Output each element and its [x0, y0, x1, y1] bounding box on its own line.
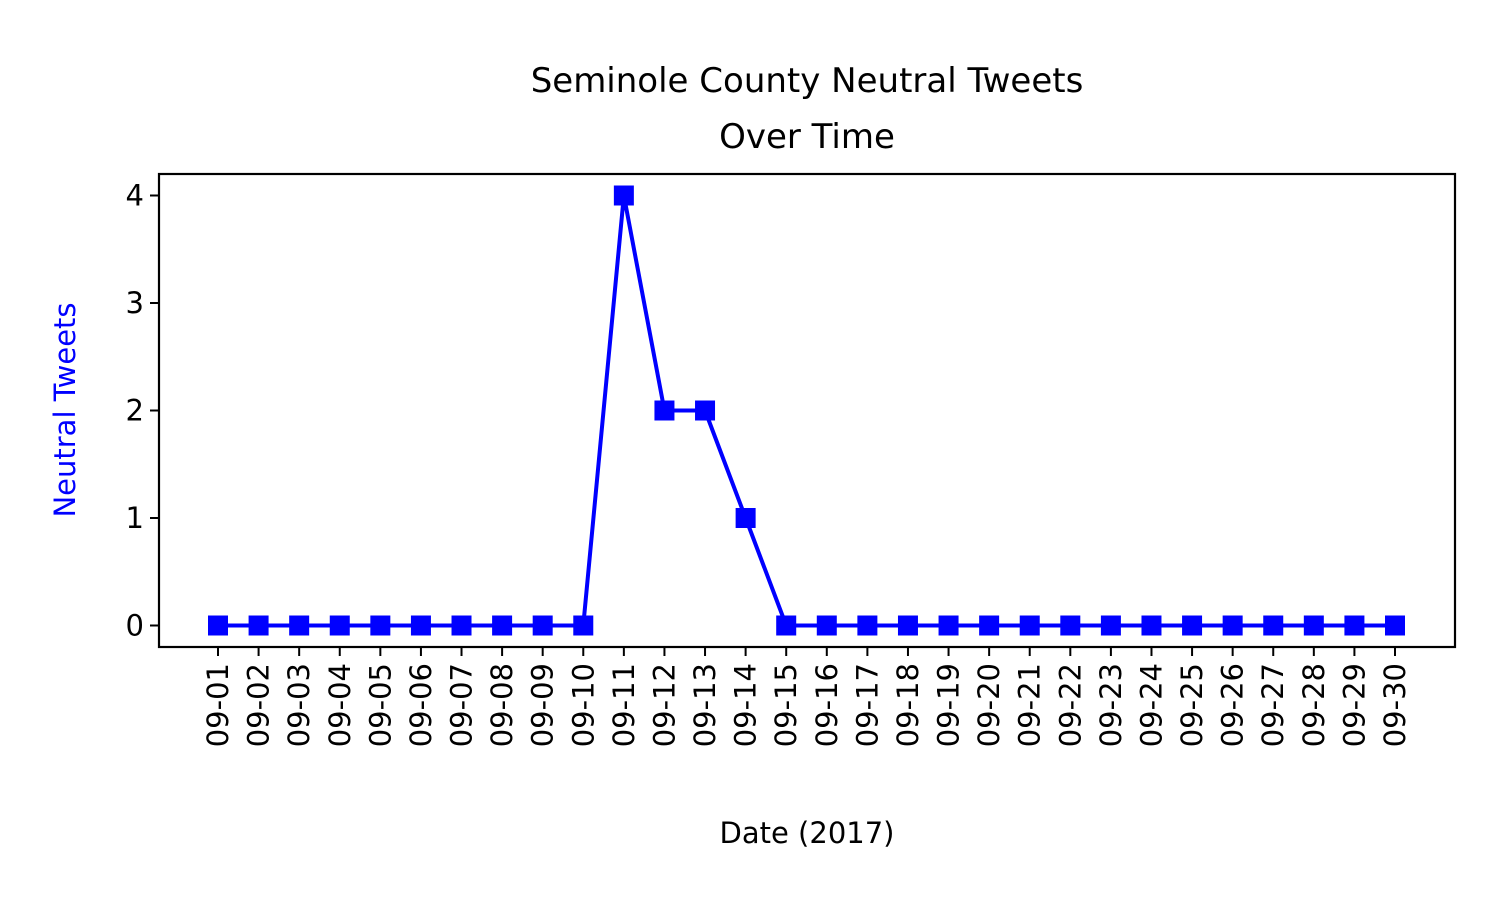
x-tick-label: 09-17	[850, 663, 884, 747]
x-tick-label: 09-11	[607, 663, 641, 747]
x-tick-label: 09-13	[688, 663, 722, 747]
x-tick-label: 09-05	[363, 663, 397, 747]
x-tick-label: 09-28	[1297, 663, 1331, 747]
axes-frame	[157, 172, 1457, 649]
x-tick-label: 09-04	[323, 663, 357, 747]
x-tick-label: 09-30	[1378, 663, 1412, 747]
data-point	[735, 508, 756, 528]
x-tick-label: 09-08	[485, 663, 519, 747]
y-tick-label: 1	[126, 501, 144, 535]
data-point	[532, 615, 553, 636]
data-point	[695, 400, 716, 421]
data-point	[1303, 615, 1324, 636]
chart-title-line2: Over Time	[719, 117, 895, 157]
data-point	[857, 615, 878, 636]
x-tick-label: 09-19	[932, 663, 966, 747]
x-tick-label: 09-27	[1256, 663, 1290, 747]
data-point	[329, 615, 350, 636]
x-tick-label: 09-21	[1013, 663, 1047, 747]
x-tick-label: 09-03	[282, 663, 316, 747]
x-tick-label: 09-01	[201, 663, 235, 747]
x-tick-label: 09-12	[647, 663, 681, 747]
data-point	[289, 615, 310, 636]
data-point	[1222, 615, 1243, 636]
x-axis: 09-01 09-02 09-03 09-04 09-05 09-06 09-07 09-08…	[201, 647, 1412, 747]
data-point	[1344, 615, 1365, 636]
data-point	[1385, 615, 1405, 636]
series-line	[218, 193, 1395, 628]
data-point	[1019, 615, 1040, 636]
data-point	[492, 615, 513, 636]
data-point	[654, 400, 675, 421]
x-tick-label: 09-10	[566, 663, 600, 747]
x-tick-label: 09-02	[242, 663, 276, 747]
x-tick-label: 09-06	[404, 663, 438, 747]
data-point	[1060, 615, 1081, 636]
data-point	[248, 615, 269, 636]
data-point	[1141, 615, 1162, 636]
data-point	[451, 615, 472, 636]
data-point	[897, 615, 918, 636]
x-tick-label: 09-07	[445, 663, 479, 747]
x-tick-label: 09-29	[1337, 663, 1371, 747]
x-axis-label: Date (2017)	[720, 816, 895, 850]
data-point	[410, 615, 431, 636]
y-axis: 0 1 2 3 4	[126, 179, 159, 643]
data-point	[208, 615, 228, 636]
data-point	[573, 615, 594, 636]
plot-area	[208, 185, 1405, 636]
chart-title-line1: Seminole County Neutral Tweets	[531, 61, 1084, 101]
data-point	[776, 615, 797, 636]
x-tick-label: 09-20	[972, 663, 1006, 747]
data-point	[816, 615, 837, 636]
data-point	[938, 615, 959, 636]
x-tick-label: 09-23	[1094, 663, 1128, 747]
y-tick-label: 0	[126, 609, 144, 643]
x-tick-label: 09-25	[1175, 663, 1209, 747]
y-tick-label: 4	[126, 179, 144, 213]
data-point	[370, 615, 391, 636]
data-point	[613, 185, 634, 206]
x-tick-label: 09-18	[891, 663, 925, 747]
y-axis-label: Neutral Tweets	[48, 302, 82, 517]
x-tick-label: 09-14	[729, 663, 763, 747]
data-point	[979, 615, 1000, 636]
x-tick-label: 09-22	[1053, 663, 1087, 747]
x-tick-label: 09-15	[769, 663, 803, 747]
data-point	[1100, 615, 1121, 636]
y-tick-label: 2	[126, 394, 144, 428]
x-tick-label: 09-09	[526, 663, 560, 747]
y-tick-label: 3	[126, 286, 144, 320]
data-point	[1182, 615, 1203, 636]
data-point	[1263, 615, 1284, 636]
x-tick-label: 09-16	[810, 663, 844, 747]
x-tick-label: 09-24	[1134, 663, 1168, 747]
x-tick-label: 09-26	[1216, 663, 1250, 747]
